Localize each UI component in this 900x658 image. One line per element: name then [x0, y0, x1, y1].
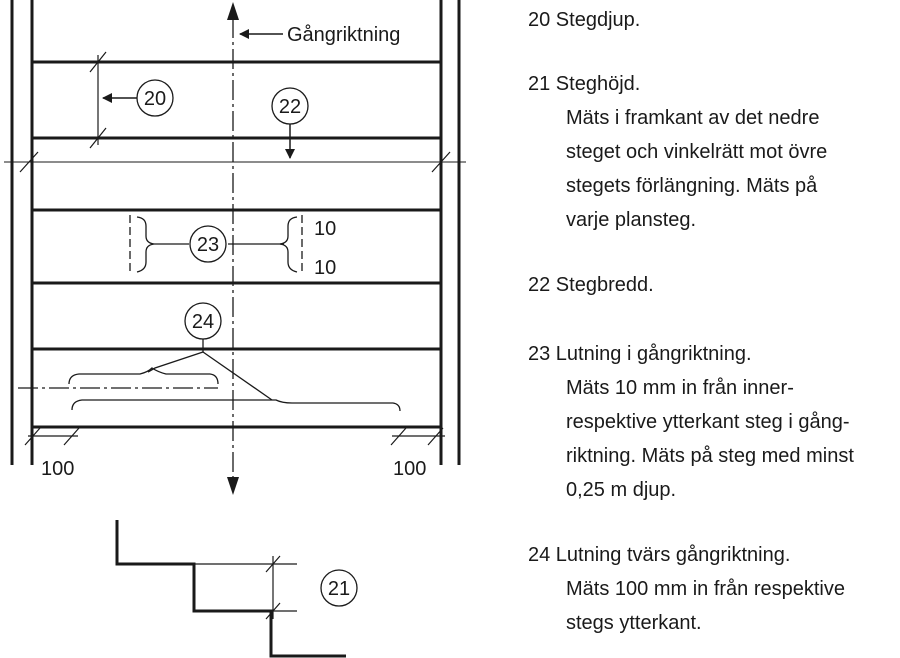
legend-line: respektive ytterkant steg i gång- — [566, 411, 850, 433]
step-lines — [32, 60, 441, 429]
offset-inner-bottom: 10 — [314, 257, 336, 279]
marker-23: 23 — [197, 234, 219, 256]
stair-walls — [10, 0, 461, 465]
direction-label: Gångriktning — [287, 24, 400, 46]
legend-head: 20 Stegdjup. — [528, 9, 641, 31]
legend-head: 21 Steghöjd. — [528, 73, 641, 95]
legend-line: stegs ytterkant. — [566, 612, 702, 634]
marker-22: 22 — [279, 96, 301, 118]
axis-arrow-up — [227, 2, 239, 20]
offset-inner-top: 10 — [314, 218, 336, 240]
legend-item-24: 24 Lutning tvärs gångriktning. Mäts 100 … — [528, 538, 900, 640]
legend-head: 23 Lutning i gångriktning. — [528, 343, 752, 365]
marker-20-circle — [136, 79, 174, 117]
legend-body: Mäts i framkant av det nedre steget och … — [528, 101, 900, 237]
step-profile — [115, 520, 346, 658]
legend-line: 0,25 m djup. — [566, 479, 677, 501]
edge-offset-dimension — [24, 427, 445, 446]
legend-body: Mäts 10 mm in från inner- respektive ytt… — [528, 371, 900, 507]
legend-line: Mäts 100 mm in från respektive — [566, 578, 845, 600]
cross-slope-dimension — [18, 339, 401, 412]
legend-head: 22 Stegbredd. — [528, 274, 654, 296]
legend-item-23: 23 Lutning i gångriktning. Mäts 10 mm in… — [528, 337, 900, 507]
legend-line: steget och vinkelrätt mot övre — [566, 141, 828, 163]
legend-line: riktning. Mäts på steg med minst — [566, 445, 854, 467]
marker-24: 24 — [192, 311, 214, 333]
step-depth-dimension — [89, 51, 137, 149]
legend-item-22: 22 Stegbredd. — [528, 268, 900, 302]
legend-item-21: 21 Steghöjd. Mäts i framkant av det nedr… — [528, 67, 900, 237]
legend-line: varje plansteg. — [566, 209, 697, 231]
marker-20: 20 — [144, 88, 166, 110]
marker-23-circle — [189, 225, 227, 263]
legend-head: 24 Lutning tvärs gångriktning. — [528, 544, 791, 566]
axis-arrow-down — [227, 477, 239, 495]
offset-edge-left: 100 — [41, 458, 74, 480]
marker-21: 21 — [328, 578, 350, 600]
legend-line: Mäts i framkant av det nedre — [566, 107, 820, 129]
offset-edge-right: 100 — [393, 458, 426, 480]
legend-line: stegets förlängning. Mäts på — [566, 175, 818, 197]
legend-line: Mäts 10 mm in från inner- — [566, 377, 794, 399]
marker-21-circle — [320, 569, 358, 607]
slope-walking-dimension — [129, 215, 303, 274]
legend-item-20: 20 Stegdjup. — [528, 3, 900, 37]
legend-body: Mäts 100 mm in från respektive stegs ytt… — [528, 572, 900, 640]
step-height-dimension — [194, 555, 297, 620]
